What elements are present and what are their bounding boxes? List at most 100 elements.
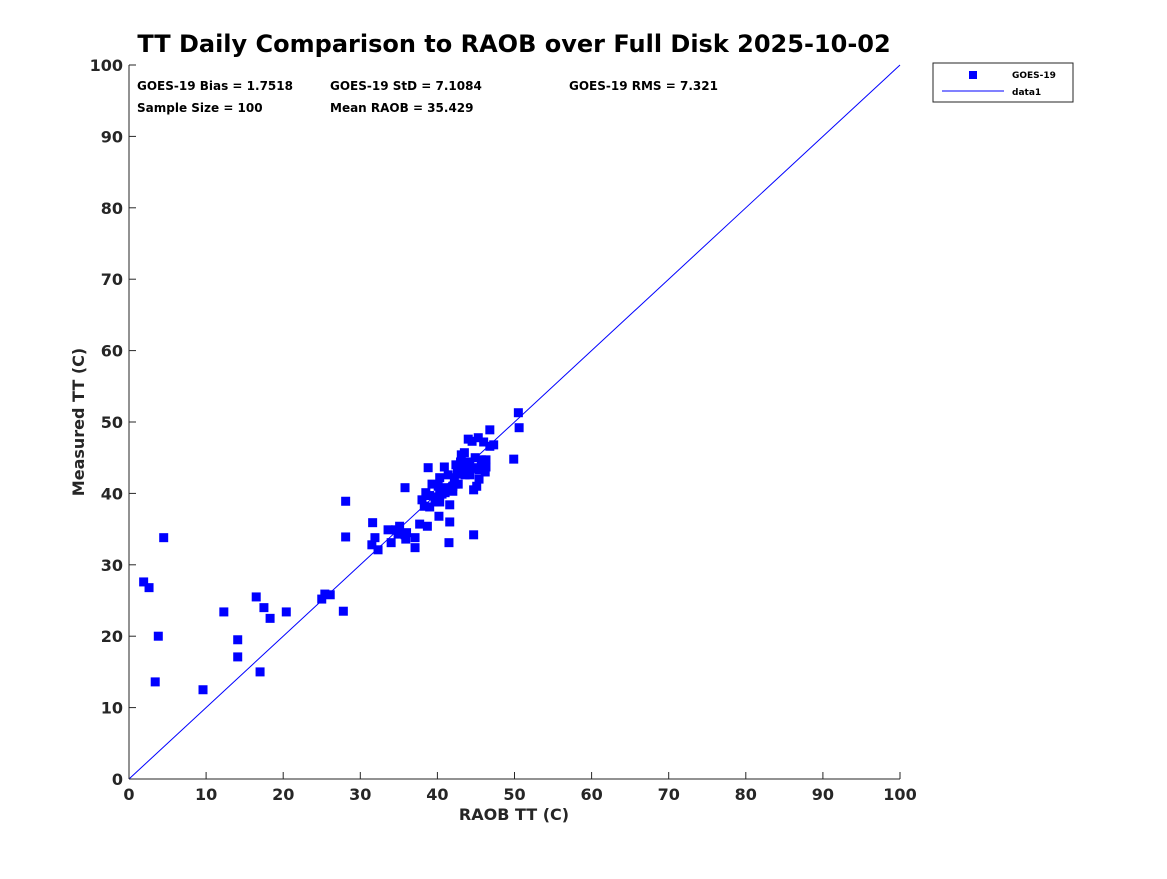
data-point [479,437,489,447]
data-point [153,631,163,641]
data-point [435,473,445,483]
data-point [386,538,396,548]
data-point [467,436,477,446]
data-point [474,474,484,484]
data-point [415,519,425,529]
data-point [509,454,519,464]
data-point [465,470,475,480]
legend-label-data1: data1 [1012,88,1041,98]
data-point [472,481,482,491]
data-point [474,465,484,475]
data-point [402,528,412,538]
y-tick-label: 80 [101,199,123,218]
legend-marker-goes19 [969,71,977,79]
data-point [255,667,265,677]
data-point [233,635,243,645]
x-tick-label: 70 [658,785,680,804]
data-point [419,501,429,511]
data-point [489,440,499,450]
data-point [425,491,435,501]
data-point [485,425,495,435]
legend: GOES-19 data1 [932,62,1074,103]
y-axis-label: Measured TT (C) [69,348,88,496]
data-point [443,470,453,480]
y-tick-label: 10 [101,699,123,718]
data-point [441,483,451,493]
data-point [470,453,480,463]
data-point [219,607,229,617]
data-point [423,463,433,473]
data-point [427,479,437,489]
data-point [367,540,377,550]
data-point [439,462,449,472]
data-point [400,483,410,493]
data-point [432,492,442,502]
y-tick-label: 90 [101,127,123,146]
data-point [401,534,411,544]
identity-line-data1 [128,64,901,780]
data-point [459,448,469,458]
data-point [341,496,351,506]
data-point [513,408,523,418]
data-point [448,486,458,496]
data-point [373,545,383,555]
data-point [144,583,154,593]
data-point [198,685,208,695]
data-point [259,603,269,613]
x-axis-label: RAOB TT (C) [459,805,569,824]
data-point [265,613,275,623]
y-tick-label: 50 [101,413,123,432]
x-tick-label: 0 [123,785,134,804]
data-point [444,538,454,548]
y-tick-label: 0 [112,770,123,789]
data-point [448,481,458,491]
data-point [393,529,403,539]
data-point [383,525,393,535]
data-point [338,606,348,616]
data-point [445,517,455,527]
data-point [467,463,477,473]
data-point [453,479,463,489]
data-point [139,577,149,587]
data-point [422,521,432,531]
stat-std: GOES-19 StD = 7.1084 [330,79,482,93]
x-tick-label: 30 [349,785,371,804]
data-point [435,497,445,507]
data-point [440,488,450,498]
data-point [430,497,440,507]
y-tick-label: 40 [101,484,123,503]
data-point [417,495,427,505]
data-point [325,590,335,600]
data-point [410,543,420,553]
data-point [476,455,486,465]
data-point [473,433,483,443]
chart-title: TT Daily Comparison to RAOB over Full Di… [137,30,890,58]
legend-label-goes19: GOES-19 [1012,71,1056,81]
data-point [434,511,444,521]
data-point [341,532,351,542]
data-point [251,592,261,602]
data-point [368,518,378,528]
y-tick-label: 20 [101,627,123,646]
data-point [150,677,160,687]
stat-rms: GOES-19 RMS = 7.321 [569,79,718,93]
data-point [370,533,380,543]
x-tick-label: 20 [272,785,294,804]
x-tick-label: 60 [580,785,602,804]
stats-annotations: GOES-19 Bias = 1.7518 GOES-19 StD = 7.10… [137,79,718,115]
stat-sample-size: Sample Size = 100 [137,101,263,115]
x-tick-label: 40 [426,785,448,804]
x-tick-label: 100 [883,785,916,804]
data-point [445,500,455,510]
x-tick-label: 50 [503,785,525,804]
y-tick-label: 100 [90,56,123,75]
data-point [320,589,330,599]
data-point [159,533,169,543]
data-point [480,467,490,477]
x-tick-label: 10 [195,785,217,804]
data-point [395,521,405,531]
y-tick-label: 30 [101,556,123,575]
data-point [481,462,491,472]
data-point [460,470,470,480]
